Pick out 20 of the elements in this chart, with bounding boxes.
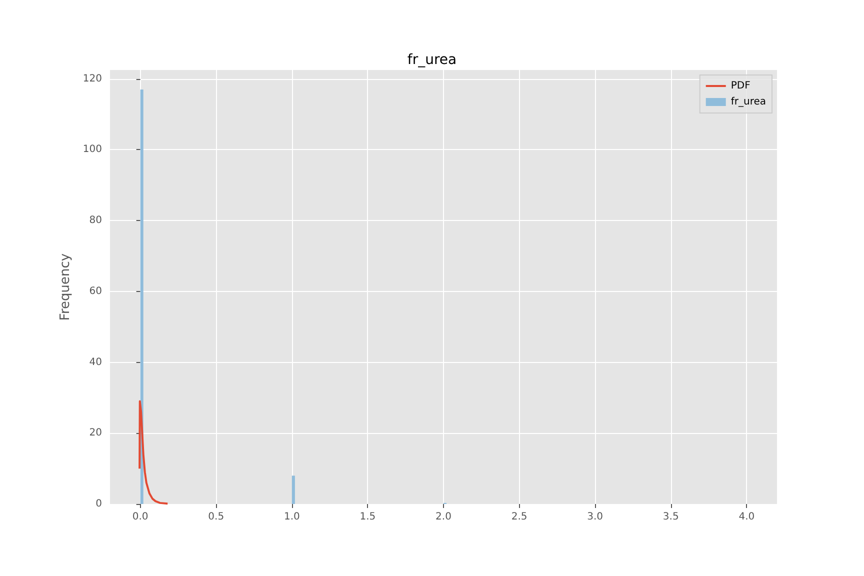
x-tick-label: 2.0 (436, 512, 452, 522)
y-tick-label: 120 (82, 73, 102, 84)
x-tick-label: 0.0 (132, 512, 148, 522)
y-tick-label: 20 (89, 428, 102, 439)
legend-label: PDF (730, 80, 751, 92)
x-tick-label: 1.0 (284, 512, 300, 522)
x-tick-label: 2.5 (511, 512, 528, 522)
y-tick-label: 40 (89, 356, 102, 368)
x-tick-label: 4.0 (738, 512, 755, 522)
x-tick-label: 1.5 (360, 512, 376, 522)
chart-title: fr_urea (407, 52, 457, 68)
y-tick-label: 80 (89, 215, 102, 226)
x-tick-label: 3.0 (587, 512, 604, 522)
y-tick-label: 60 (89, 286, 102, 297)
y-tick-label: 100 (82, 144, 102, 156)
legend-label: fr_urea (730, 96, 766, 108)
x-tick-label: 0.5 (208, 512, 224, 522)
y-tick-label: 0 (96, 498, 102, 510)
x-tick-label: 3.5 (662, 512, 679, 522)
y-axis-title: Frequency (58, 253, 73, 321)
